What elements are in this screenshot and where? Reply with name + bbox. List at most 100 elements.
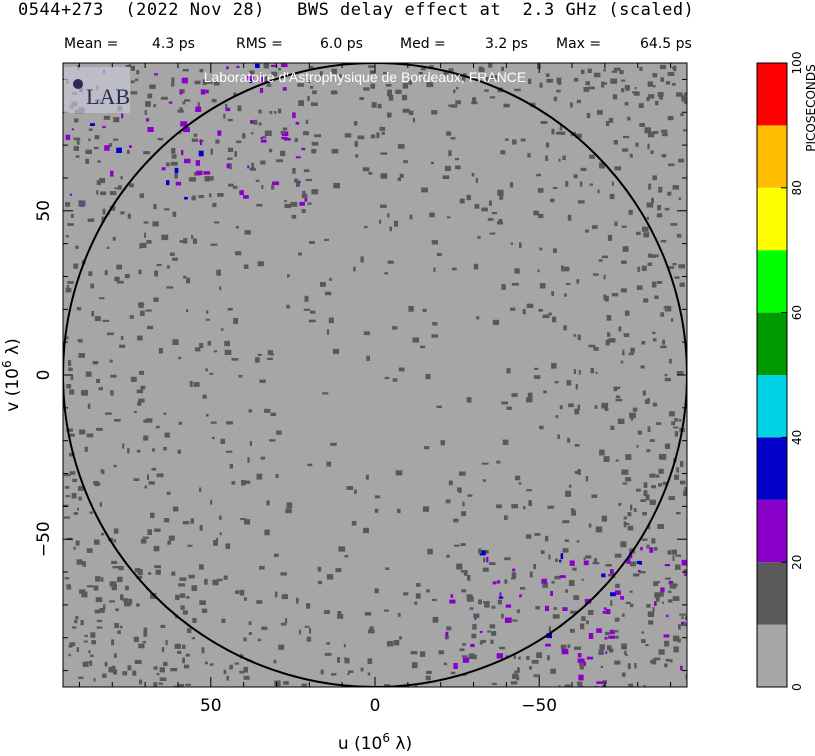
speckle-cell bbox=[387, 112, 392, 118]
speckle-cell bbox=[619, 70, 624, 75]
speckle-cell bbox=[590, 367, 594, 374]
speckle-cell bbox=[374, 508, 379, 513]
speckle-cell bbox=[164, 432, 170, 438]
speckle-cell bbox=[139, 243, 142, 249]
speckle-cell bbox=[343, 644, 346, 648]
speckle-cell bbox=[304, 196, 308, 202]
speckle-cell bbox=[643, 684, 646, 687]
speckle-cell bbox=[547, 505, 554, 509]
speckle-cell bbox=[224, 340, 230, 347]
colorbar-tick-label: 0 bbox=[790, 683, 804, 691]
speckle-cell bbox=[383, 609, 389, 612]
speckle-cell bbox=[156, 673, 160, 676]
speckle-cell bbox=[401, 94, 408, 101]
speckle-cell bbox=[72, 626, 77, 629]
speckle-cell bbox=[579, 181, 583, 187]
speckle-cell bbox=[287, 274, 290, 278]
speckle-cell bbox=[112, 138, 119, 141]
speckle-cell bbox=[663, 306, 666, 309]
speckle-cell bbox=[649, 439, 655, 442]
speckle-cell bbox=[685, 674, 687, 680]
speckle-cell bbox=[383, 684, 390, 687]
speckle-cell bbox=[586, 620, 589, 625]
watermark-text: Laboratoire d'Astrophysique de Bordeaux,… bbox=[204, 69, 527, 85]
speckle-cell bbox=[295, 121, 300, 125]
speckle-cell bbox=[167, 540, 172, 545]
speckle-cell bbox=[75, 615, 79, 620]
speckle-cell bbox=[668, 411, 675, 417]
speckle-cell bbox=[408, 79, 412, 85]
speckle-cell bbox=[418, 72, 423, 76]
speckle-cell bbox=[89, 654, 94, 657]
speckle-cell bbox=[227, 147, 234, 152]
speckle-cell bbox=[163, 518, 170, 523]
speckle-cell bbox=[674, 418, 679, 422]
speckle-cell bbox=[539, 425, 544, 430]
speckle-cell bbox=[166, 180, 170, 186]
speckle-cell bbox=[482, 479, 487, 482]
speckle-cell bbox=[243, 675, 250, 680]
speckle-cell bbox=[594, 405, 598, 409]
speckle-cell bbox=[671, 83, 676, 86]
speckle-cell bbox=[660, 454, 667, 460]
speckle-cell bbox=[90, 283, 95, 289]
speckle-cell bbox=[442, 175, 450, 179]
speckle-cell bbox=[680, 665, 683, 671]
speckle-cell bbox=[96, 619, 103, 623]
speckle-cell bbox=[109, 581, 117, 587]
speckle-cell bbox=[73, 263, 79, 269]
speckle-cell bbox=[450, 104, 458, 108]
speckle-cell bbox=[561, 648, 569, 655]
speckle-cell bbox=[499, 592, 502, 599]
speckle-cell bbox=[274, 111, 277, 114]
speckle-cell bbox=[490, 639, 494, 644]
speckle-cell bbox=[430, 161, 434, 165]
speckle-cell bbox=[96, 378, 101, 383]
speckle-cell bbox=[292, 112, 296, 118]
speckle-cell bbox=[144, 110, 147, 115]
speckle-cell bbox=[376, 132, 380, 139]
speckle-cell bbox=[657, 281, 663, 284]
speckle-cell bbox=[581, 69, 585, 75]
speckle-cell bbox=[142, 536, 149, 539]
stat-max-value: 64.5 ps bbox=[640, 36, 692, 52]
speckle-cell bbox=[473, 613, 480, 618]
speckle-cell bbox=[566, 380, 572, 386]
speckle-cell bbox=[581, 578, 584, 581]
speckle-cell bbox=[140, 385, 146, 390]
speckle-cell bbox=[75, 245, 79, 249]
speckle-cell bbox=[320, 282, 326, 287]
speckle-cell bbox=[603, 607, 607, 610]
speckle-cell bbox=[593, 72, 601, 78]
speckle-cell bbox=[71, 128, 74, 131]
speckle-cell bbox=[102, 469, 105, 475]
speckle-cell bbox=[86, 585, 94, 588]
speckle-cell bbox=[122, 671, 128, 676]
speckle-cell bbox=[609, 193, 615, 200]
speckle-cell bbox=[73, 546, 76, 550]
speckle-cell bbox=[133, 636, 139, 643]
speckle-cell bbox=[248, 632, 253, 635]
speckle-cell bbox=[73, 137, 81, 141]
speckle-cell bbox=[589, 183, 594, 186]
speckle-cell bbox=[305, 178, 313, 182]
speckle-cell bbox=[171, 77, 175, 84]
speckle-cell bbox=[145, 309, 152, 312]
speckle-cell bbox=[624, 102, 629, 106]
speckle-cell bbox=[651, 538, 656, 544]
speckle-cell bbox=[96, 180, 101, 185]
speckle-cell bbox=[311, 141, 319, 146]
speckle-cell bbox=[384, 376, 390, 380]
speckle-cell bbox=[388, 94, 394, 101]
speckle-cell bbox=[160, 624, 166, 628]
speckle-cell bbox=[610, 425, 615, 430]
speckle-cell bbox=[585, 555, 592, 559]
speckle-cell bbox=[302, 190, 306, 194]
speckle-cell bbox=[519, 587, 526, 590]
speckle-cell bbox=[647, 262, 653, 266]
lab-logo: LAB bbox=[64, 67, 130, 113]
speckle-cell bbox=[620, 360, 624, 364]
colorbar-bin bbox=[757, 312, 787, 375]
speckle-cell bbox=[177, 449, 181, 454]
speckle-cell bbox=[438, 650, 445, 655]
